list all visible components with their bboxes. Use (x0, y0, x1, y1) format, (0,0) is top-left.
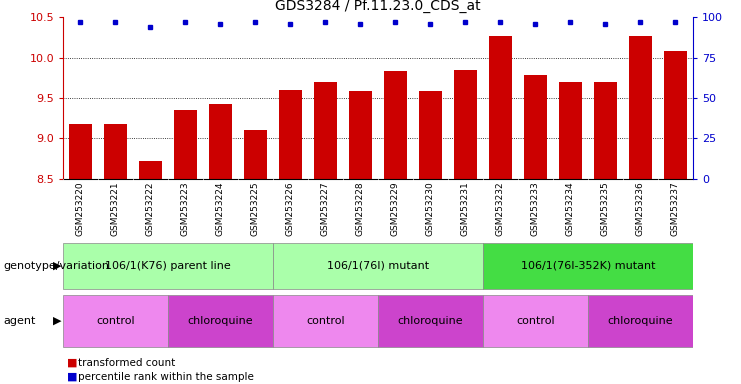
Bar (664, 51, 687, 179)
Text: GSM253231: GSM253231 (461, 182, 470, 237)
Text: ▶: ▶ (53, 316, 62, 326)
Bar (273, 295, 378, 346)
Text: GSM253221: GSM253221 (111, 182, 120, 236)
Bar (69, 124, 92, 179)
Bar (454, 70, 476, 179)
Bar (209, 104, 232, 179)
Text: ■: ■ (67, 358, 77, 368)
Bar (524, 75, 547, 179)
Bar (483, 295, 588, 346)
Text: control: control (306, 316, 345, 326)
Text: GSM253220: GSM253220 (76, 182, 85, 236)
Text: genotype/variation: genotype/variation (4, 261, 110, 271)
Text: ■: ■ (67, 372, 77, 382)
Text: chloroquine: chloroquine (187, 316, 253, 326)
Text: GSM253234: GSM253234 (566, 182, 575, 236)
Title: GDS3284 / Pf.11.23.0_CDS_at: GDS3284 / Pf.11.23.0_CDS_at (275, 0, 481, 13)
Bar (168, 295, 273, 346)
Bar (349, 91, 372, 179)
Bar (104, 124, 127, 179)
Bar (629, 36, 652, 179)
Bar (384, 71, 407, 179)
Text: GSM253224: GSM253224 (216, 182, 225, 236)
Bar (588, 295, 693, 346)
Bar (63, 243, 273, 289)
Bar (273, 243, 483, 289)
Bar (244, 130, 267, 179)
Text: GSM253227: GSM253227 (321, 182, 330, 236)
Text: control: control (516, 316, 555, 326)
Text: 106/1(76I-352K) mutant: 106/1(76I-352K) mutant (521, 261, 655, 271)
Bar (594, 82, 617, 179)
Text: GSM253223: GSM253223 (181, 182, 190, 236)
Text: GSM253222: GSM253222 (146, 182, 155, 236)
Bar (63, 295, 168, 346)
Bar (279, 90, 302, 179)
Text: 106/1(K76) parent line: 106/1(K76) parent line (105, 261, 231, 271)
Text: GSM253235: GSM253235 (601, 182, 610, 237)
Text: control: control (96, 316, 135, 326)
Bar (419, 91, 442, 179)
Text: GSM253229: GSM253229 (391, 182, 400, 236)
Text: GSM253228: GSM253228 (356, 182, 365, 236)
Text: GSM253226: GSM253226 (286, 182, 295, 236)
Bar (378, 295, 483, 346)
Bar (483, 243, 693, 289)
Text: GSM253230: GSM253230 (426, 182, 435, 237)
Text: 106/1(76I) mutant: 106/1(76I) mutant (327, 261, 429, 271)
Text: agent: agent (4, 316, 36, 326)
Text: chloroquine: chloroquine (398, 316, 463, 326)
Bar (139, 161, 162, 179)
Text: GSM253237: GSM253237 (671, 182, 679, 237)
Text: percentile rank within the sample: percentile rank within the sample (78, 372, 253, 382)
Text: chloroquine: chloroquine (608, 316, 673, 326)
Bar (559, 82, 582, 179)
Text: GSM253236: GSM253236 (636, 182, 645, 237)
Text: GSM253232: GSM253232 (496, 182, 505, 236)
Text: ▶: ▶ (53, 261, 62, 271)
Text: transformed count: transformed count (78, 358, 175, 368)
Bar (489, 36, 512, 179)
Text: GSM253225: GSM253225 (251, 182, 260, 236)
Text: GSM253233: GSM253233 (531, 182, 540, 237)
Bar (174, 110, 197, 179)
Bar (314, 82, 337, 179)
